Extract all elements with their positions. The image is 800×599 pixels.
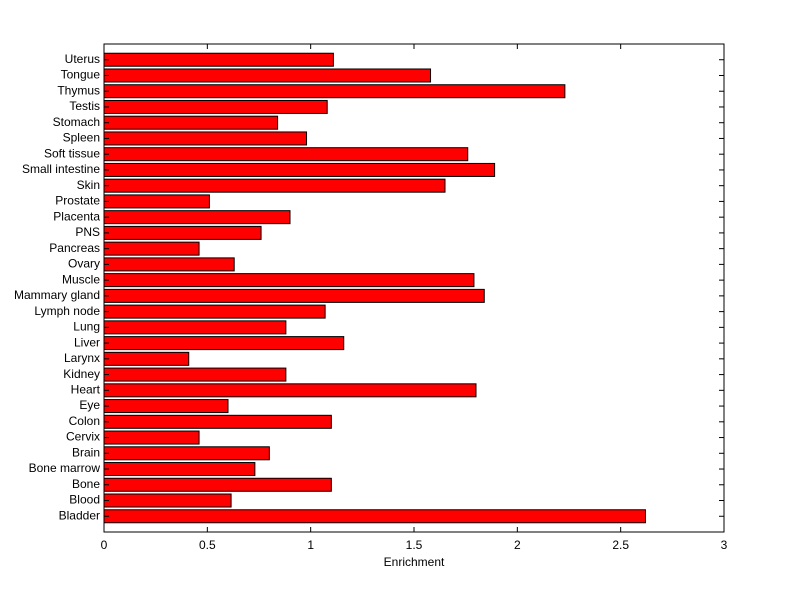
x-tick-label: 3 [721,538,728,552]
x-tick-label: 0.5 [199,538,216,552]
y-tick-label: Muscle [62,272,100,286]
x-tick-label: 1 [307,538,314,552]
bar [103,367,287,382]
bar [103,131,308,146]
y-tick-label: Ovary [68,257,100,271]
x-tick-label: 0 [101,538,108,552]
y-tick-label: Bone marrow [29,461,101,475]
y-tick-label: Liver [74,335,100,349]
x-tick-label: 2 [514,538,521,552]
bar [103,351,190,366]
bar [103,430,200,445]
bar [103,194,210,209]
y-tick-label: Testis [69,99,100,113]
bar [103,210,291,225]
bar [103,414,332,429]
y-tick-label: Heart [71,382,101,396]
bar [103,288,485,303]
y-tick-label: Eye [79,398,100,412]
bar [103,509,646,524]
bar [103,115,279,130]
y-tick-label: Pancreas [49,241,100,255]
y-tick-label: PNS [75,225,100,239]
y-tick-label: Thymus [57,83,100,97]
bar [103,477,332,492]
y-tick-label: Soft tissue [44,146,100,160]
bar [103,304,326,319]
y-tick-label: Skin [77,178,100,192]
bar [103,225,262,240]
bar [103,68,432,83]
y-tick-label: Bone [72,477,100,491]
bar [103,162,496,177]
y-tick-label: Cervix [66,430,100,444]
bar [103,178,446,193]
y-tick-label: Prostate [55,194,100,208]
bar [103,320,287,335]
y-tick-label: Blood [69,493,100,507]
bar [103,383,477,398]
bar [103,446,270,461]
y-tick-label: Small intestine [22,162,100,176]
bar [103,493,232,508]
bar [103,99,328,114]
y-tick-label: Brain [72,445,100,459]
y-tick-label: Uterus [65,52,100,66]
y-tick-label: Kidney [63,367,100,381]
bar [103,462,256,477]
y-tick-label: Placenta [53,209,100,223]
bar [103,399,229,414]
y-tick-label: Spleen [63,131,100,145]
bar [103,241,200,256]
y-tick-label: Lung [73,320,100,334]
y-tick-label: Colon [69,414,100,428]
y-tick-label: Lymph node [34,304,100,318]
bar [103,273,475,288]
y-tick-label: Larynx [64,351,100,365]
y-tick-label: Stomach [53,115,100,129]
y-tick-label: Bladder [59,508,100,522]
x-axis-label: Enrichment [384,555,445,569]
x-tick-label: 1.5 [406,538,423,552]
bar [103,257,235,272]
bar [103,84,566,99]
y-tick-label: Mammary gland [14,288,100,302]
bar [103,147,469,162]
bar [103,336,345,351]
y-tick-label: Tongue [61,68,101,82]
bar [103,52,334,67]
x-tick-label: 2.5 [612,538,629,552]
